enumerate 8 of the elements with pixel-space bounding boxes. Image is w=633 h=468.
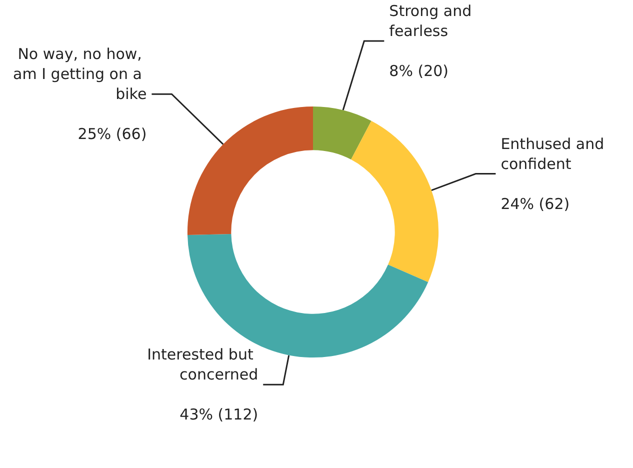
data-label: 24% (62) — [500, 194, 570, 213]
data-label: 8% (20) — [389, 62, 449, 80]
data-label: 43% (112) — [180, 406, 258, 424]
slice-label: No way, no how, am I getting on a bike — [13, 45, 147, 104]
slice-label: Strong and fearless — [389, 2, 476, 40]
data-label: 25% (66) — [78, 125, 147, 144]
slice-label: Enthused and confident — [500, 134, 609, 173]
slice-label: Interested but concerned — [147, 346, 258, 384]
